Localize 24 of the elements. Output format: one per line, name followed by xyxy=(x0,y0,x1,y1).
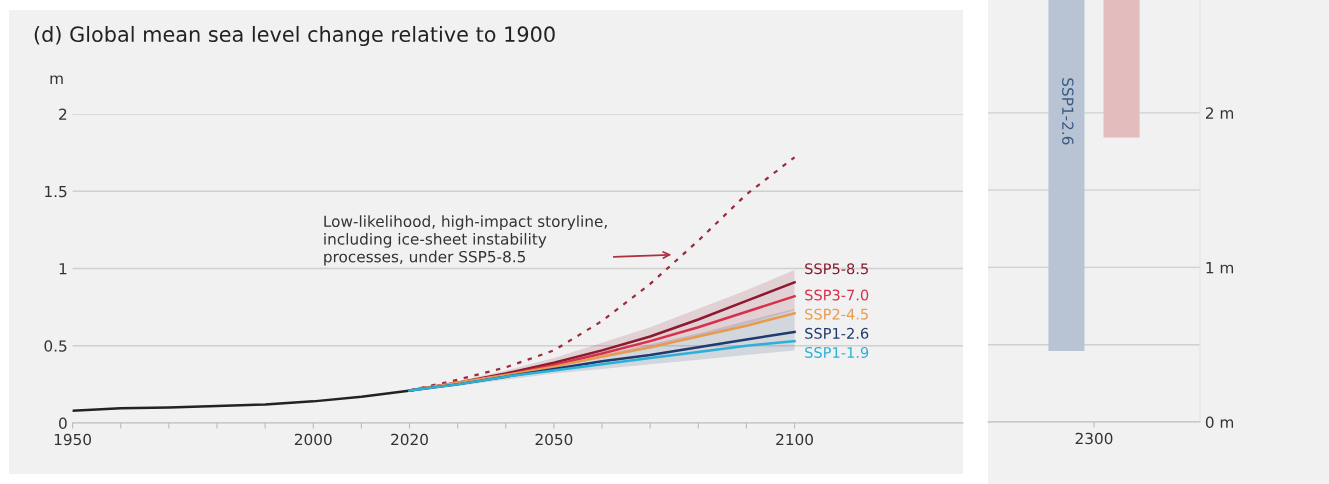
y-tick-label: 1 xyxy=(59,263,67,275)
y-tick-label: 0 m xyxy=(1205,416,1234,429)
y-tick-label: 1.5 xyxy=(45,185,67,198)
x-tick-label: 2050 xyxy=(535,433,573,446)
series-label: SSP2-4.5 xyxy=(805,308,868,320)
series-label: SSP1-1.9 xyxy=(805,346,869,359)
x-tick-label: 2100 xyxy=(776,433,813,446)
x-tick-label: 2000 xyxy=(294,433,332,446)
y-axis-title: m xyxy=(50,75,63,84)
series-label: SSP1-2.6 xyxy=(1062,78,1074,145)
line-series xyxy=(72,389,411,412)
y-tick-label: 1 m xyxy=(1206,262,1234,274)
y-tick-label: 2 m xyxy=(1205,107,1234,119)
series-label: SSP1-2.6 xyxy=(805,327,869,339)
chart-title: (d) Global mean sea level change relative to 1900 xyxy=(34,25,555,47)
x-tick-label: 2020 xyxy=(391,433,428,446)
y-tick-label: 0 xyxy=(59,417,67,430)
y-tick-label: 0.5 xyxy=(44,340,67,352)
y-tick-label: 2 xyxy=(59,108,67,120)
annotation: Low-likelihood, high-impact storyline, including ice-sheet instability processes, under SSP5-8.5 xyxy=(324,215,607,266)
x-tick-label: 1950 xyxy=(54,433,92,446)
series-label: SSP3-7.0 xyxy=(805,289,869,301)
series-label: SSP5-8.5 xyxy=(805,263,868,275)
x-tick-label: 2300 xyxy=(1075,432,1113,445)
